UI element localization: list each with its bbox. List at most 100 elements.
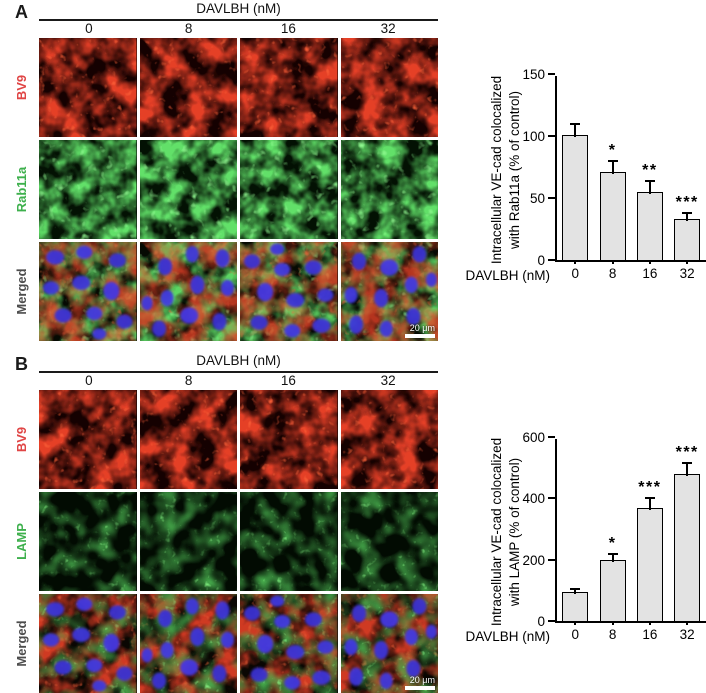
- x-axis-tick: [611, 260, 614, 264]
- lamp-colocalization-bar-chart: Intracellular VE-cad colocalized with LAM…: [440, 420, 706, 672]
- y-axis-tick: [548, 259, 555, 261]
- micro-image-merged-32nm: 20 μm: [340, 594, 438, 693]
- dose-label: 8: [184, 373, 193, 388]
- micro-image-rab11a-0nm: [39, 140, 137, 239]
- fluorescence-micrograph: [340, 140, 438, 239]
- fluorescence-micrograph: [240, 594, 338, 693]
- y-axis-title-line: with Rab11a (% of control): [506, 90, 522, 250]
- y-axis-tick: [548, 497, 555, 500]
- significance-stars: *: [608, 141, 617, 159]
- fluorescence-micrograph: [240, 38, 338, 137]
- dose-label: 32: [380, 373, 396, 388]
- y-axis-tick: [548, 436, 555, 438]
- microscopy-grid-b: 20 μm: [39, 390, 438, 693]
- row-label-text: Merged: [14, 268, 29, 315]
- x-axis-tick: [686, 260, 689, 264]
- row-label-bv9: BV9: [13, 38, 31, 137]
- significance-stars: ***: [638, 479, 662, 497]
- x-axis-tick: [686, 621, 689, 625]
- micro-image-merged-32nm: 20 μm: [340, 242, 438, 341]
- micro-image-bv9-0nm: [39, 38, 137, 137]
- dose-column-labels: 0 8 16 32: [39, 21, 438, 37]
- x-axis-tick: [574, 621, 577, 625]
- row-label-lamp: LAMP: [13, 492, 31, 591]
- y-axis-tick: [548, 73, 555, 75]
- panel-a: A DAVLBH (nM) 0 8 16 32 20 μm Intracellular…: [13, 1, 706, 341]
- micro-image-lamp-0nm: [39, 492, 137, 591]
- x-axis-tick: [648, 621, 651, 625]
- y-axis-tick-label: 400: [522, 491, 545, 507]
- panel-label-a: A: [15, 2, 28, 22]
- micro-image-rab11a-32nm: [340, 140, 438, 239]
- dose-header-underline: [39, 371, 438, 373]
- micro-image-merged-8nm: [139, 242, 237, 341]
- fluorescence-micrograph: [39, 492, 137, 591]
- fluorescence-micrograph: [39, 242, 137, 341]
- error-bar-stem: [611, 553, 614, 562]
- bar: [562, 134, 589, 260]
- y-axis-title: Intracellular VE-cad colocalized with LAM…: [488, 431, 526, 633]
- fluorescence-micrograph: [340, 390, 438, 489]
- y-axis-title-line: with LAMP (% of control): [506, 457, 522, 607]
- error-bar-stem: [574, 588, 577, 594]
- x-axis-title: DAVLBH (nM): [465, 629, 550, 644]
- fluorescence-micrograph: [340, 38, 438, 137]
- row-label-merged: Merged: [13, 242, 31, 341]
- scale-bar-label: 20 μm: [409, 323, 435, 333]
- fluorescence-micrograph: [139, 140, 237, 239]
- x-axis-tick: [574, 260, 577, 264]
- row-label-text: Merged: [14, 620, 29, 667]
- significance-stars: *: [608, 534, 617, 552]
- fluorescence-micrograph: [139, 38, 237, 137]
- error-bar-cap: [570, 587, 581, 590]
- micro-image-merged-16nm: [240, 242, 338, 341]
- y-axis-tick: [548, 135, 555, 137]
- x-axis-tick-label: 8: [608, 627, 617, 642]
- dose-header-underline: [39, 19, 438, 21]
- bar: [674, 219, 701, 260]
- scale-bar: 20 μm: [405, 675, 435, 690]
- x-axis-tick-label: 16: [642, 266, 658, 281]
- y-axis-tick-label: 600: [522, 430, 545, 445]
- error-bar-stem: [574, 123, 577, 137]
- y-axis-tick-label: 0: [537, 253, 545, 268]
- fluorescence-micrograph: [240, 390, 338, 489]
- x-axis-tick-label: 16: [642, 627, 658, 642]
- fluorescence-micrograph: [139, 390, 237, 489]
- fluorescence-micrograph: [139, 594, 237, 693]
- dose-label: 16: [280, 21, 296, 36]
- dose-label: 8: [184, 21, 193, 36]
- error-bar-cap: [570, 122, 581, 125]
- x-axis-tick: [611, 621, 614, 625]
- y-axis-tick: [548, 197, 555, 199]
- x-axis-title: DAVLBH (nM): [465, 268, 550, 283]
- y-axis-tick-label: 200: [522, 552, 545, 568]
- micro-image-bv9-32nm: [340, 38, 438, 137]
- y-axis-title-line: Intracellular VE-cad colocalized: [489, 437, 504, 627]
- rab11a-colocalization-bar-chart: Intracellular VE-cad colocalized with Rab…: [440, 60, 706, 312]
- micro-image-bv9-32nm: [340, 390, 438, 489]
- scale-bar-line: [405, 686, 435, 690]
- x-axis-tick: [648, 260, 651, 264]
- row-label-bv9: BV9: [13, 390, 31, 489]
- error-bar-stem: [648, 180, 651, 194]
- y-axis-title: Intracellular VE-cad colocalized with Rab…: [488, 68, 526, 272]
- chart-plot-area: 0 50 100 150 0 * 8 ** 16 *** 32: [522, 67, 706, 281]
- fluorescence-micrograph: [139, 492, 237, 591]
- x-axis-tick-label: 32: [679, 627, 695, 642]
- micro-image-bv9-16nm: [240, 38, 338, 137]
- chart-plot-area: 0 200 400 600 0 * 8 *** 16 *** 32: [522, 430, 706, 642]
- row-label-merged: Merged: [13, 594, 31, 693]
- micro-image-lamp-16nm: [240, 492, 338, 591]
- y-axis-title-text: Intracellular VE-cad colocalized with Rab…: [488, 68, 526, 272]
- micro-image-merged-8nm: [139, 594, 237, 693]
- dose-label: 16: [280, 373, 296, 388]
- dose-header: DAVLBH (nM): [196, 353, 281, 368]
- y-axis-tick-label: 100: [522, 129, 545, 144]
- x-axis-tick-label: 0: [571, 627, 580, 642]
- row-label-text: Rab11a: [14, 166, 29, 213]
- error-bar-stem: [648, 498, 651, 510]
- bar: [562, 591, 589, 621]
- fluorescence-micrograph: [340, 492, 438, 591]
